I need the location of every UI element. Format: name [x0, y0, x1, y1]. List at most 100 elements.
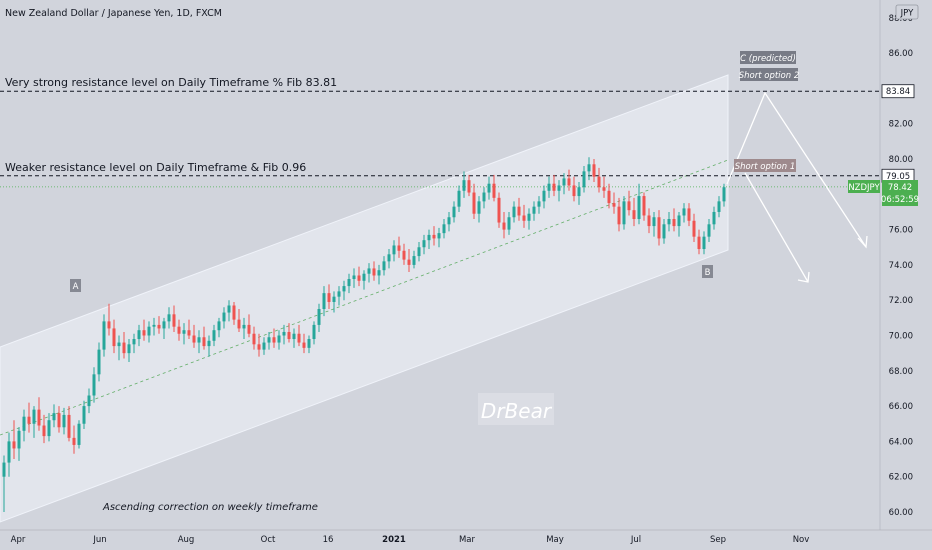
watermark: DrBear [481, 399, 553, 423]
candle-body [422, 240, 426, 248]
symbol-badge [848, 180, 880, 193]
candle-body [312, 324, 316, 340]
candles-group [2, 157, 726, 512]
candle-body [7, 441, 11, 463]
prediction-path-short1 [744, 172, 809, 283]
chart-title: New Zealand Dollar / Japanese Yen, 1D, F… [5, 8, 222, 19]
short-option-2-bg [740, 68, 798, 81]
candle-body [432, 234, 436, 239]
candle-body [87, 395, 91, 407]
candle-body [172, 314, 176, 327]
candle-body [142, 330, 146, 336]
candle-body [287, 331, 291, 340]
candle-body [707, 224, 711, 237]
candle-body [37, 409, 41, 426]
candle-body [137, 330, 141, 340]
candle-body [462, 180, 466, 191]
candle-body [537, 201, 541, 207]
x-tick-label: 16 [323, 535, 334, 545]
candle-body [127, 344, 131, 354]
candle-body [477, 201, 481, 214]
candle-body [572, 185, 576, 197]
candle-body [117, 342, 121, 347]
candle-body [157, 324, 161, 329]
x-tick-label: Aug [178, 535, 195, 545]
y-tick-label: 82.00 [889, 120, 913, 130]
candle-body [197, 337, 201, 343]
candle-body [272, 337, 276, 343]
y-tick-label: 62.00 [889, 473, 913, 483]
candle-body [32, 409, 36, 424]
candle-body [77, 423, 81, 445]
label-c-bg [740, 51, 796, 64]
candle-body [387, 254, 391, 262]
candle-body [12, 441, 16, 449]
candle-body [472, 192, 476, 214]
x-ticks: Apr Jun Aug Oct 16 2021 Mar May Jul Sep Nov [11, 535, 810, 545]
candle-body [242, 324, 246, 329]
label-c: C (predicted) [740, 54, 796, 64]
candle-body [132, 339, 136, 345]
candle-body [417, 247, 421, 257]
candle-body [52, 413, 56, 421]
candle-body [192, 335, 196, 343]
candle-body [107, 321, 111, 329]
candle-body [97, 349, 101, 375]
candle-body [47, 420, 51, 437]
x-tick-label: Nov [793, 535, 810, 545]
x-tick-label: Sep [710, 535, 726, 545]
candle-body [697, 236, 701, 250]
candle-body [217, 321, 221, 331]
symbol-label: NZDJPY [848, 183, 880, 193]
candle-body [607, 190, 611, 204]
candle-body [362, 273, 366, 281]
strong-resistance-label: Very strong resistance level on Daily Ti… [5, 76, 337, 89]
last-price: 78.42 [888, 183, 912, 193]
candle-body [562, 178, 566, 186]
candle-body [687, 208, 691, 221]
x-tick-label: Jul [630, 535, 641, 545]
candle-body [412, 256, 416, 265]
candle-body [482, 192, 486, 202]
candle-body [592, 164, 596, 177]
candle-body [247, 324, 251, 334]
y-tick-label: 70.00 [889, 332, 913, 342]
y-tick-label: 76.00 [889, 226, 913, 236]
candle-body [617, 206, 621, 225]
candle-body [442, 224, 446, 234]
label-a: A [73, 282, 79, 292]
candle-body [682, 208, 686, 216]
currency-box[interactable] [895, 4, 919, 20]
candle-body [677, 215, 681, 227]
strong-level-value: 83.84 [886, 87, 910, 97]
prediction-path-c [726, 91, 867, 248]
candle-body [437, 233, 441, 239]
y-tick-label: 86.00 [889, 49, 913, 59]
weak-level-value: 79.05 [886, 172, 910, 182]
candle-body [552, 183, 556, 191]
candle-body [292, 333, 296, 340]
candle-body [532, 206, 536, 214]
short-option-2-label: Short option 2 [739, 71, 800, 81]
candle-body [657, 217, 661, 239]
y-tick-label: 60.00 [889, 508, 913, 518]
candle-body [712, 211, 716, 225]
candle-body [222, 312, 226, 322]
candle-body [357, 275, 361, 281]
y-tick-label: 72.00 [889, 296, 913, 306]
candle-body [212, 330, 216, 341]
candle-body [67, 414, 71, 438]
y-tick-label: 74.00 [889, 261, 913, 271]
candle-body [522, 215, 526, 221]
candle-body [392, 245, 396, 255]
candle-body [567, 178, 571, 186]
countdown: 06:52:59 [881, 195, 919, 205]
candle-body [72, 437, 76, 445]
arrow-head-1 [797, 271, 810, 283]
y-tick-label: 64.00 [889, 437, 913, 447]
candle-body [17, 430, 21, 449]
candle-body [337, 291, 341, 297]
candle-body [232, 305, 236, 320]
candle-body [257, 344, 261, 350]
